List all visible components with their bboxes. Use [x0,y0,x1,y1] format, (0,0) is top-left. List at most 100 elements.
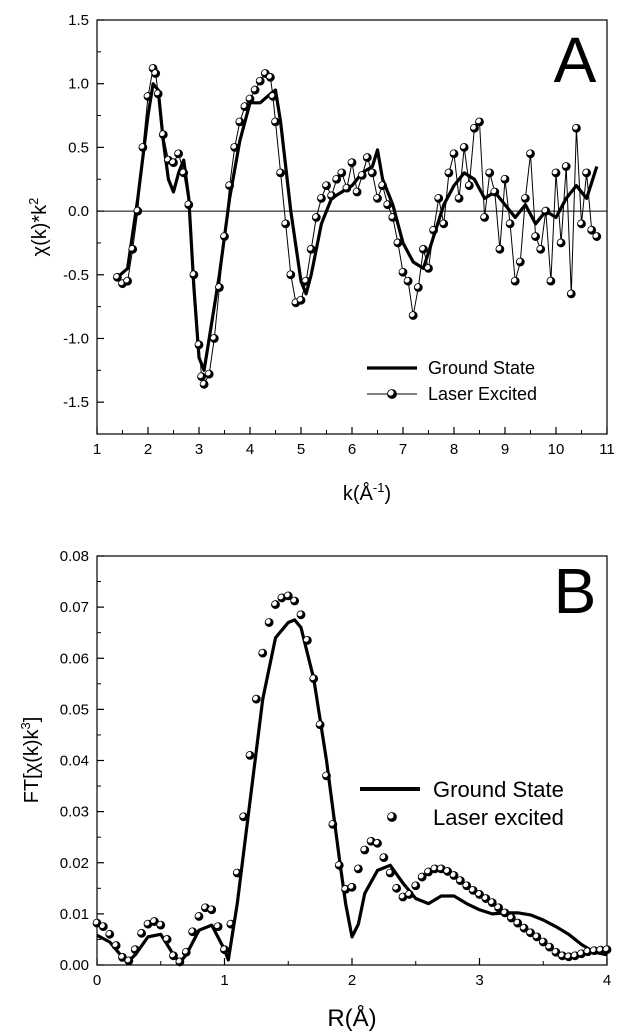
panel-a-series-laser-point [158,130,168,140]
panel-a-series-laser-point [434,193,444,203]
panel-b-series-laser-point [506,913,516,923]
panel-a-ytick-label: -1.5 [63,394,89,411]
panel-a-series-laser-point [268,92,278,101]
panel-b-series [92,591,612,967]
panel-b-ylabel: FT[χ(k)k3] [18,717,43,804]
panel-a-series-laser-point [439,219,449,229]
panel-a-series-laser-point [347,158,357,168]
panel-b-series-laser-point [411,881,421,891]
panel-b-ytick-label: 0.01 [60,906,89,923]
panel-a-series-laser-point [113,272,122,282]
legend-b-laser-marker [387,812,397,822]
panel-b-series-laser-point [181,947,191,957]
legend-a-laser-label: Laser Excited [428,384,537,404]
panel-a-ytick-label: -0.5 [63,267,89,284]
panel-b-series-laser-point [245,750,255,760]
panel-a-series [113,64,602,389]
panel-b-series-laser-point [494,903,504,913]
panel-a-xtick-label: 4 [246,441,254,458]
panel-b-series-laser-point [481,894,491,903]
panel-a-series-laser-point [240,102,250,112]
panel-a-series-laser-point [566,289,576,299]
panel-a-series-laser-point [572,123,581,133]
panel-a-ytick-label: -1.0 [63,330,89,347]
panel-a-series-laser-point [322,181,331,191]
panel-a-series-laser-point [515,257,525,267]
panel-a-series-laser-point [378,181,388,191]
panel-a-series-laser-point [286,270,296,280]
panel-b-ytick-label: 0.06 [60,650,89,667]
panel-b-ytick-label: 0.00 [60,957,89,974]
panel-a-series-laser-point [357,171,367,180]
panel-a-series-laser-point [189,270,199,280]
panel-b-series-laser-point [124,956,134,966]
panel-a-series-laser-point [306,244,316,254]
panel-b-series-laser-point [251,694,261,704]
panel-a-xtick-label: 6 [348,441,356,458]
panel-a-xtick-label: 10 [548,441,565,458]
panel-a-series-laser-point [133,206,143,216]
panel-a-series-laser-point [373,193,382,203]
panel-a: 1 2 3 4 5 6 7 8 9 10 11-1.5-1.0-0.50.00.51.01.5 A … [26,12,615,505]
panel-b-series-laser-point [475,890,484,899]
panel-a-series-laser-point [169,158,178,168]
panel-b-series-laser-point [487,898,497,908]
panel-b-xtick-label: 4 [603,972,611,989]
panel-a-legend: Ground State Laser Excited [367,358,537,404]
panel-a-series-laser-point [551,168,561,178]
panel-b-xlabel: R(Å) [327,1004,376,1032]
panel-a-series-laser-point [250,85,260,95]
panel-b-series-laser-point [373,838,382,848]
panel-b-series-laser-point [156,920,166,930]
panel-b-series-laser-point [213,922,223,932]
panel-b-series-laser-point [130,945,140,955]
panel-b-ytick-label: 0.07 [60,599,89,616]
panel-b-xtick-label: 2 [348,972,356,989]
panel-b-ylabel-tail: ] [21,717,43,723]
panel-a-series-laser-point [151,69,161,78]
panel-b-series-laser-point [137,928,147,938]
panel-a-series-laser-point [418,244,428,254]
panel-b-series-laser-point [468,885,478,895]
panel-b-series-laser-point [309,674,319,684]
panel-a-series-laser-point [230,142,240,152]
panel-a-ylabel-text: χ(k)*k [29,204,51,257]
panel-b-ylabel-text: FT[χ(k)k [21,728,43,803]
panel-b-series-laser-point [500,908,510,918]
panel-b-ytick-label: 0.03 [60,804,89,821]
panel-b-series-laser-point [271,600,280,609]
panel-a-ticks: 1 2 3 4 5 6 7 8 9 10 11 -1.5 -1.0 -0.5 0.0 0.5 1.0 1.5 [63,12,615,458]
panel-a-xtick-label: 5 [297,441,305,458]
panel-b-frame [96,555,608,966]
panel-a-series-laser-point [500,174,510,184]
panel-a-series-laser-point [531,232,540,241]
panel-a-series-laser-point [561,162,571,171]
panel-a-series-laser-point [138,142,148,152]
panel-a-series-laser-point [546,276,556,286]
panel-a-ytick-label: 1.5 [68,12,89,29]
panel-b-series-laser-point [513,918,523,928]
panel-b-series-laser-point [302,635,312,645]
panel-b-series-laser-point [194,912,204,921]
panel-a-series-laser-point [235,117,245,127]
panel-b-series-laser-point [392,883,402,893]
panel-a-series-laser-point [367,168,377,178]
panel-b-legend: Ground State Laser excited [360,777,564,830]
panel-b-series-laser-point [258,648,268,658]
panel-b-series-laser-point [175,957,185,967]
panel-b-series-laser-point [296,610,306,620]
panel-b-letter: B [554,555,597,627]
panel-b-series-laser-point [538,937,548,947]
panel-a-series-laser-point [521,193,530,203]
panel-b-series-laser-point [449,871,459,880]
panel-b-series-laser-point [232,868,242,878]
panel-a-series-laser-point [174,149,184,159]
panel-b-ytick-label: 0.08 [60,548,89,565]
panel-a-xlabel-text: k(Å [343,482,374,505]
panel-a-series-laser-point [143,92,153,101]
panel-a-series-laser-point [485,168,495,178]
panel-a-series-laser-point [505,219,515,229]
panel-a-series-laser-point [413,283,423,292]
panel-a-xlabel-sup: -1 [373,480,385,495]
panel-a-series-laser-point [281,219,291,229]
